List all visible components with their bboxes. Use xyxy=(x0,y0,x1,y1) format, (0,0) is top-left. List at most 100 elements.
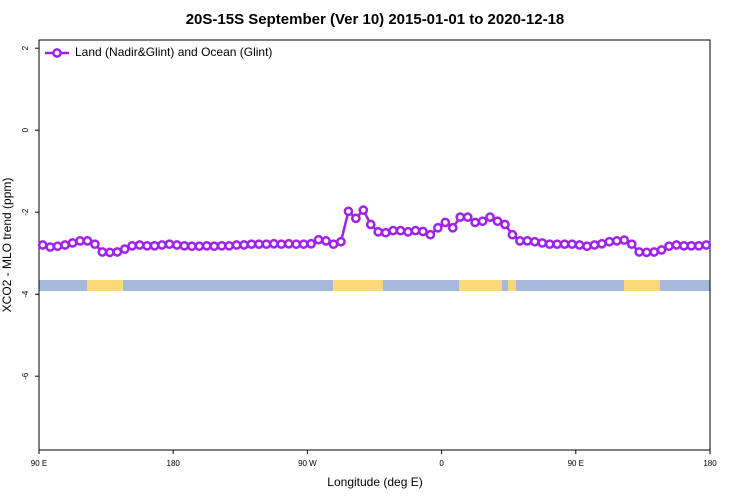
x-tick-label: 180 xyxy=(167,459,181,468)
y-tick-label: -6 xyxy=(21,372,30,380)
chart-title: 20S-15S September (Ver 10) 2015-01-01 to… xyxy=(186,11,565,28)
point xyxy=(231,240,242,250)
point xyxy=(45,242,56,252)
point xyxy=(574,240,585,250)
point xyxy=(283,238,294,249)
point xyxy=(395,225,406,236)
point xyxy=(552,239,563,250)
point xyxy=(209,241,220,252)
point xyxy=(515,236,525,246)
land-ocean-strip xyxy=(39,280,710,291)
point xyxy=(649,247,659,257)
point xyxy=(529,236,540,247)
point xyxy=(470,217,480,228)
point xyxy=(336,236,346,247)
point xyxy=(351,213,361,224)
x-tick-label: 90 W xyxy=(298,459,317,468)
point xyxy=(112,247,123,257)
x-tick-label: 90 E xyxy=(568,459,584,468)
point xyxy=(254,239,264,250)
point xyxy=(246,239,257,250)
point xyxy=(485,212,495,222)
point xyxy=(157,240,167,250)
point xyxy=(239,240,249,250)
y-tick-label: -2 xyxy=(21,208,30,216)
point xyxy=(52,241,63,252)
point xyxy=(142,240,152,251)
point xyxy=(425,229,436,240)
x-tick-label: 0 xyxy=(439,459,444,468)
point xyxy=(671,240,682,250)
point xyxy=(597,238,607,249)
point xyxy=(216,240,227,251)
point xyxy=(380,227,391,238)
point xyxy=(641,247,652,258)
x-axis-title: Longitude (deg E) xyxy=(327,475,422,489)
point xyxy=(693,240,704,251)
point xyxy=(455,212,466,222)
point xyxy=(298,239,309,250)
point xyxy=(522,236,533,246)
point xyxy=(261,239,272,250)
x-tick-label: 90 E xyxy=(31,459,47,468)
point xyxy=(224,240,234,251)
point xyxy=(321,236,331,246)
point xyxy=(664,241,674,252)
point xyxy=(679,240,689,251)
point xyxy=(75,236,85,246)
point xyxy=(492,216,503,227)
legend-marker xyxy=(52,48,62,58)
point xyxy=(410,225,421,236)
point xyxy=(589,240,600,250)
y-axis-title: XCO2 - MLO trend (ppm) xyxy=(0,178,14,313)
point xyxy=(60,240,70,250)
point xyxy=(343,206,354,217)
point xyxy=(440,217,451,228)
point xyxy=(388,225,398,236)
point xyxy=(127,240,138,251)
point xyxy=(90,239,100,250)
point xyxy=(134,240,145,250)
point xyxy=(559,239,570,250)
point xyxy=(313,234,324,245)
point xyxy=(507,229,518,240)
point xyxy=(537,238,548,248)
point xyxy=(373,227,384,237)
point xyxy=(604,236,615,247)
point xyxy=(67,238,78,248)
point xyxy=(149,240,160,251)
point xyxy=(544,239,555,250)
legend-label: Land (Nadir&Glint) and Ocean (Glint) xyxy=(75,45,272,59)
point xyxy=(611,236,622,246)
point xyxy=(328,239,339,250)
point xyxy=(567,239,577,250)
point xyxy=(433,222,443,233)
point xyxy=(403,227,413,237)
point xyxy=(634,247,645,257)
point xyxy=(172,240,182,250)
y-tick-label: -4 xyxy=(21,290,30,298)
point xyxy=(418,226,428,237)
point xyxy=(656,245,667,255)
point xyxy=(619,235,630,245)
point xyxy=(447,222,458,233)
point xyxy=(179,240,190,251)
point xyxy=(291,239,302,250)
point xyxy=(82,236,93,246)
point xyxy=(37,240,48,250)
x-tick-label: 180 xyxy=(703,459,717,468)
point xyxy=(119,244,130,254)
point xyxy=(97,247,108,257)
point xyxy=(365,219,376,230)
point xyxy=(462,212,473,222)
point xyxy=(582,241,592,252)
y-tick-label: 2 xyxy=(21,45,30,50)
point xyxy=(276,239,287,250)
point xyxy=(269,238,279,249)
point xyxy=(626,239,637,250)
point xyxy=(358,205,369,215)
point xyxy=(306,238,316,249)
point xyxy=(201,240,212,251)
point xyxy=(500,219,510,230)
